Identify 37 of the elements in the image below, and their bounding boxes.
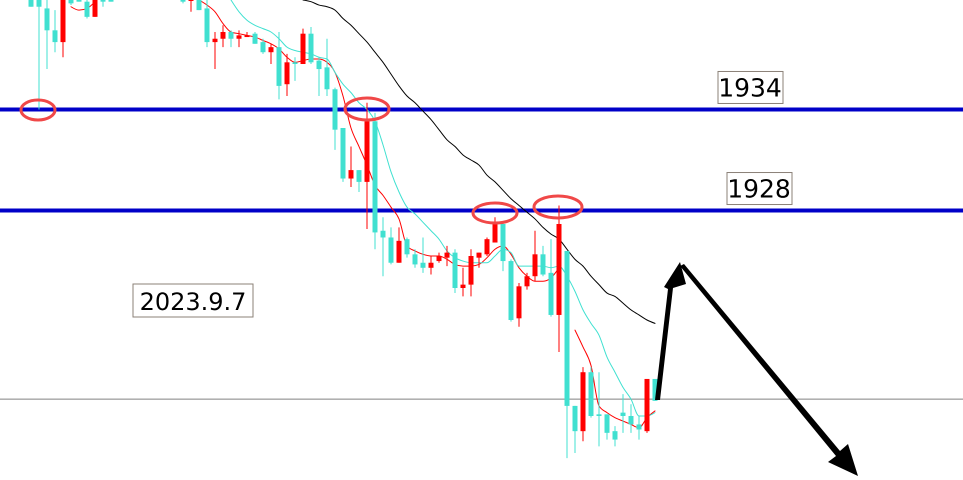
candlestick	[44, 0, 50, 70]
candlestick	[540, 245, 546, 277]
candlestick	[220, 24, 226, 48]
candlestick	[316, 56, 322, 96]
candlestick	[404, 236, 410, 258]
ref-line-label: 1928	[727, 174, 791, 204]
candlestick	[188, 0, 194, 12]
candlestick	[348, 146, 354, 188]
candlestick	[604, 414, 610, 440]
candlestick	[212, 32, 218, 70]
candlestick	[284, 53, 290, 96]
candlestick	[444, 245, 450, 267]
candlestick	[524, 272, 530, 290]
candlestick	[428, 256, 434, 276]
candlestick	[268, 43, 274, 64]
candlestick	[324, 38, 330, 96]
candlestick	[532, 230, 538, 282]
candlestick	[412, 248, 418, 268]
candlestick	[420, 236, 426, 274]
candlestick	[356, 170, 362, 192]
ref-line-label: 1934	[718, 73, 782, 102]
candlestick	[228, 30, 234, 48]
candlestick	[620, 394, 626, 434]
candlestick	[84, 0, 90, 20]
candlestick	[36, 0, 42, 110]
candlestick	[252, 32, 258, 44]
candlestick	[52, 10, 58, 53]
annotation: 2023.9.7	[140, 288, 246, 316]
candlestick	[236, 30, 242, 48]
candlestick	[436, 252, 442, 264]
candlestick	[476, 252, 482, 268]
candlestick	[396, 226, 402, 264]
candlestick	[612, 426, 618, 447]
candlestick	[260, 38, 266, 54]
candlestick	[460, 267, 466, 297]
candlestick	[484, 236, 490, 256]
candlestick	[380, 216, 386, 277]
